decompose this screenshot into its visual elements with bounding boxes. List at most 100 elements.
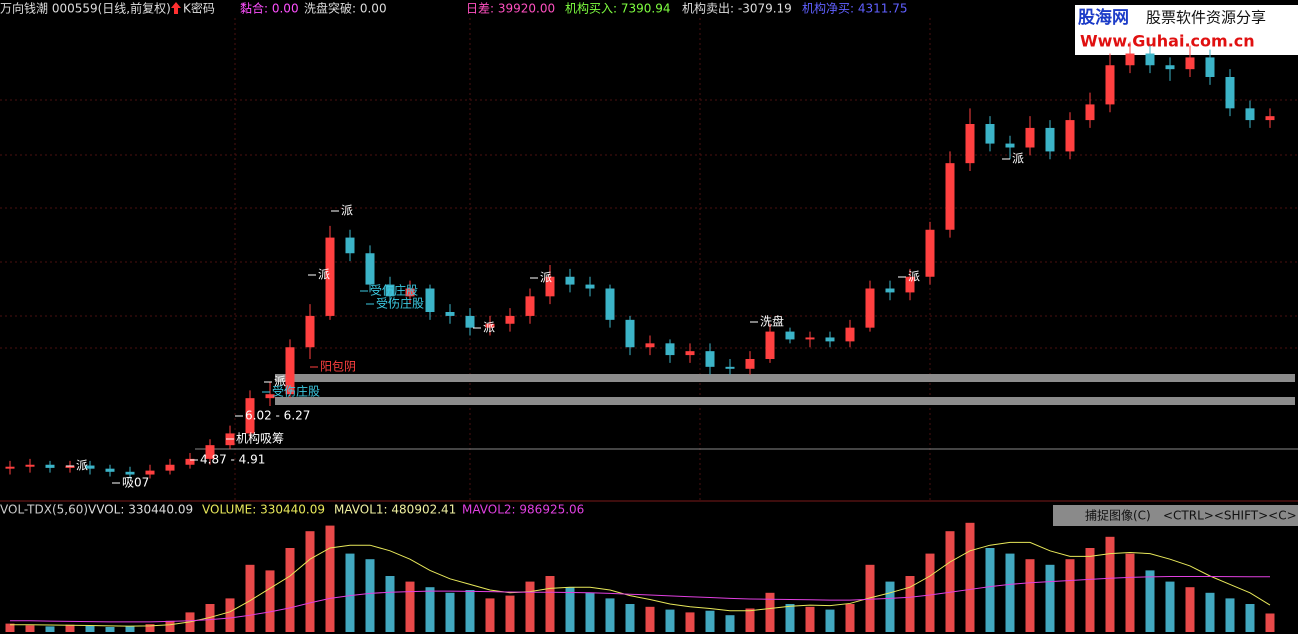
legend-entry: MAVOL2: 986925.06 [462,503,584,517]
candle-body [45,464,55,468]
volume-bar [925,553,935,632]
candle-body [105,468,115,472]
volume-bar [225,598,235,632]
volume-bar [1065,559,1075,632]
candle-body [85,465,95,469]
candle-body [1165,65,1175,70]
volume-bar [765,592,775,632]
k-code: K密码 [183,1,215,16]
candle-body [345,237,355,254]
grid [0,18,1298,500]
annotation: 派 [318,268,330,282]
volume-bar [105,626,115,632]
candle-body [525,296,535,316]
annotation: 吸07 [122,476,149,490]
volume-bar [485,598,495,632]
candle-body [925,229,935,277]
annotation: 派 [274,375,286,389]
volume-bar [45,626,55,632]
candle-body [625,319,635,348]
volume-bar [245,564,255,632]
candle-body [425,288,435,312]
annotation: 受伤庄股 [272,384,320,399]
candle-body [265,394,275,399]
volume-bar [165,620,175,632]
volume-bar [145,624,155,632]
volume-bar [1165,581,1175,632]
volume-bar [445,592,455,632]
candle-body [1005,143,1015,148]
volume-bar [345,553,355,632]
candle-body [1225,77,1235,109]
volume-bar [745,608,755,632]
candle-body [465,315,475,328]
volume-bar [425,587,435,632]
watermark-site: 股海网 [1078,7,1129,28]
indicator: 机构净买: 4311.75 [802,1,907,16]
candle-body [145,470,155,475]
candle-body [1025,127,1035,148]
volume-bar [65,624,75,632]
volume-bar [285,548,295,632]
candle-body [725,366,735,369]
candle-body [965,124,975,164]
volume-bar [1145,570,1155,632]
volume-bar [505,595,515,632]
volume-bar [365,559,375,632]
annotation: 6.02 - 6.27 [245,409,310,423]
volume-bar [685,612,695,632]
candle-body [185,458,195,465]
candle-body [1045,127,1055,152]
candle-body [1185,57,1195,70]
candle-body [685,351,695,356]
candle-body [445,312,455,316]
candle-body [285,347,295,395]
watermark-slogan: 股票软件资源分享 [1146,9,1266,27]
volume-bar [565,587,575,632]
volume-bar [645,606,655,632]
candle-body [405,288,415,297]
candle-body [785,331,795,340]
annotation: 洗盘 [760,314,784,329]
volume-bar [1185,587,1195,632]
candle-body [765,331,775,359]
candle-body [1145,53,1155,66]
annotation: 机构吸筹 [236,431,284,446]
watermark-url: Www.Guhai.com.cn [1080,32,1255,51]
candle-body [945,163,955,230]
volume-bar [605,598,615,632]
volume-bar [805,606,815,632]
candle-body [605,288,615,320]
volume-bar [1125,553,1135,632]
capture-label[interactable]: 捕捉图像(C) [1085,508,1151,523]
candle-body [585,284,595,289]
candle-body [1245,108,1255,121]
annotation: 派 [483,321,495,335]
volume-bar [1205,592,1215,632]
candle-body [865,288,875,328]
volume-bar [85,625,95,632]
indicator: 日差: 39920.00 [466,2,555,16]
candle-body [645,343,655,348]
volume-bar [1265,613,1275,632]
annotation: 派 [1012,152,1024,166]
candle-body [5,466,15,469]
ma-line [10,576,1271,623]
candle-body [885,288,895,293]
volume-bar [525,581,535,632]
volume-bar [1225,598,1235,632]
indicator: 洗盘突破: 0.00 [304,1,387,16]
volume-bar [265,570,275,632]
candle-body [65,465,75,468]
annotation: 受伤庄股 [376,296,424,311]
volume-bar [665,609,675,632]
volume-bar [545,576,555,632]
capture-button[interactable] [1053,505,1298,526]
legend-entry: MAVOL1: 480902.41 [334,503,456,517]
volume-bar [1085,548,1095,632]
volume-bar [705,610,715,632]
stock-title: 万向钱潮 000559(日线,前复权) [0,1,171,16]
volume-readout: VVOL: 330440.09 [88,503,193,517]
annotation: 派 [76,459,88,473]
